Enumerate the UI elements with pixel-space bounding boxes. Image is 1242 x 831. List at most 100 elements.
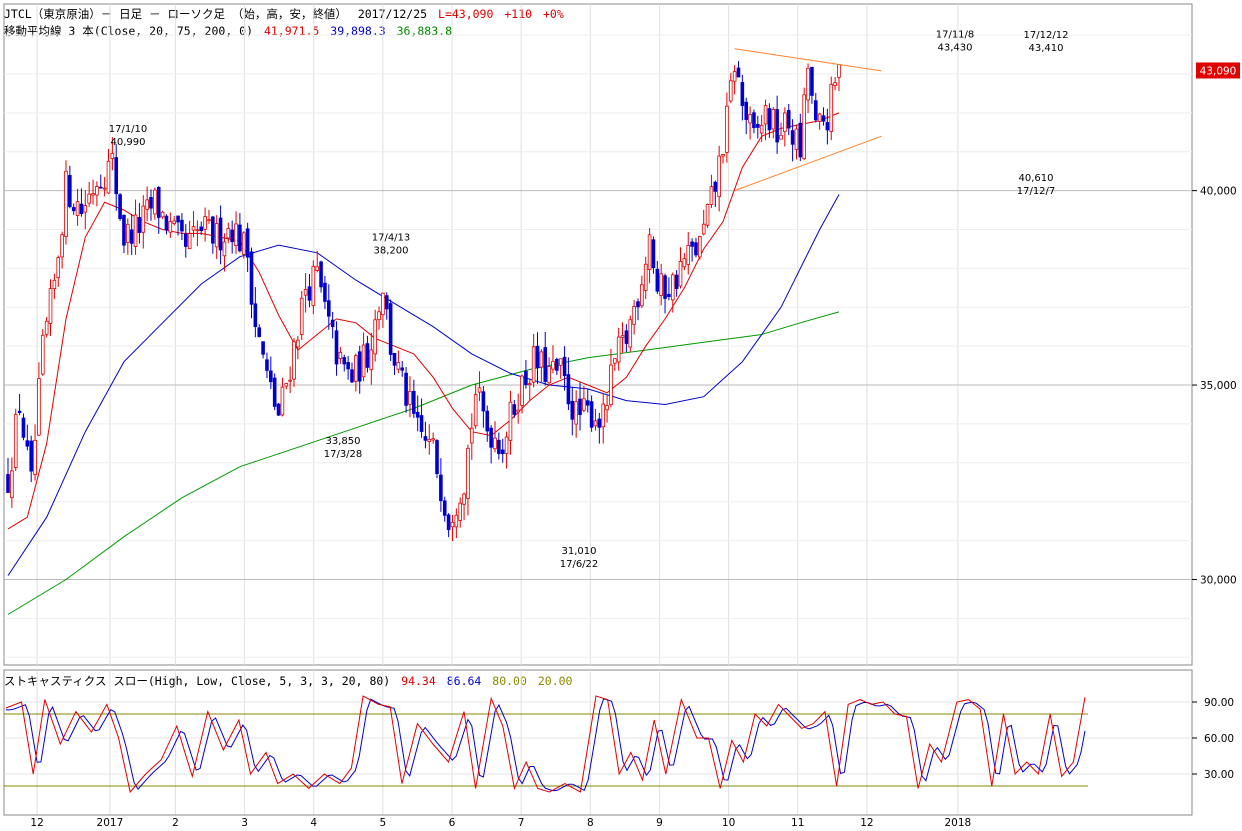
- candle-body: [288, 379, 292, 382]
- candle-body: [767, 108, 772, 131]
- candle-body: [303, 288, 308, 296]
- candle-body: [643, 263, 648, 291]
- candle-body: [589, 401, 594, 428]
- candle-body: [442, 500, 447, 516]
- candle-body: [829, 83, 834, 132]
- candle-body: [670, 274, 675, 301]
- annotation-label: 43,430: [938, 42, 973, 53]
- candle-body: [736, 67, 741, 78]
- annotation-label: 33,850: [326, 436, 361, 447]
- candle-body: [477, 387, 482, 393]
- annotations: 17/1/10 40,990 33,850 17/3/28 17/4/13 38,200 3…: [109, 29, 1069, 570]
- candle-body: [29, 440, 33, 472]
- axes: 12 2017 2 3 4 5 6 7 8 9 10 11 12 2018 30,000 35,000 40,0…: [4, 62, 1240, 829]
- x-tick-label: 5: [380, 817, 387, 829]
- header-percent: +0%: [542, 7, 564, 21]
- annotation-label: 17/1/10: [109, 124, 148, 135]
- candle-body: [435, 440, 439, 475]
- candle-body: [636, 301, 640, 308]
- annotation-label: 17/6/22: [560, 559, 599, 570]
- candle-body: [33, 439, 37, 476]
- stoch-tick-label: 30.00: [1204, 769, 1234, 781]
- candle-body: [709, 186, 714, 205]
- last-price-badge-label: 43,090: [1200, 65, 1237, 77]
- candle-body: [527, 383, 532, 386]
- candle-body: [694, 242, 698, 256]
- annotation-label: 43,410: [1029, 43, 1064, 54]
- candle-body: [524, 370, 528, 386]
- ma200-line: [7, 311, 840, 615]
- candle-body: [756, 124, 760, 128]
- candle-body: [489, 427, 493, 448]
- candle-body: [775, 109, 779, 143]
- candle-body: [752, 112, 756, 129]
- candle-body: [439, 474, 443, 502]
- candle-body: [373, 319, 377, 355]
- candle-body: [164, 215, 169, 231]
- candle-body: [338, 351, 343, 359]
- candle-body: [357, 351, 362, 382]
- candle-body: [241, 232, 246, 255]
- candle-body: [640, 284, 644, 307]
- candle-body: [404, 372, 408, 406]
- candle-body: [597, 418, 602, 428]
- annotation-label: 40,610: [1019, 173, 1054, 184]
- candle-body: [535, 345, 540, 369]
- candle-body: [87, 193, 91, 204]
- candle-body: [423, 436, 428, 441]
- candle-body: [296, 339, 300, 348]
- candle-body: [415, 411, 420, 418]
- candle-body: [624, 330, 629, 344]
- candle-body: [334, 330, 339, 365]
- candle-body: [269, 370, 273, 383]
- candle-body: [578, 398, 582, 415]
- candle-body: [226, 228, 231, 239]
- candle-body: [71, 207, 76, 212]
- candle-body: [361, 344, 366, 378]
- annotation-label: 17/12/7: [1017, 186, 1056, 197]
- candle-body: [458, 502, 463, 521]
- candle-body: [129, 229, 134, 244]
- candle-body: [91, 193, 95, 196]
- x-tick-label: 7: [518, 817, 525, 829]
- candle-body: [83, 205, 88, 213]
- annotation-label: 17/11/8: [936, 29, 975, 40]
- candle-body: [810, 66, 814, 96]
- stoch-k-value: 94.34: [401, 674, 436, 688]
- candle-body: [199, 226, 204, 231]
- candle-body: [384, 295, 389, 310]
- candle-body: [122, 214, 126, 246]
- candle-body: [187, 233, 192, 250]
- candle-body: [717, 155, 721, 198]
- candle-body: [520, 375, 524, 406]
- ma-header: 移動平均線 3 本(Close, 20, 75, 200, 0) 41,971.…: [4, 24, 456, 38]
- candle-body: [605, 405, 609, 411]
- x-tick-label: 12: [30, 817, 43, 829]
- candle-body: [412, 390, 416, 414]
- candle-body: [257, 327, 262, 338]
- candle-body: [558, 358, 563, 366]
- candle-body: [759, 124, 764, 134]
- candle-body: [195, 229, 200, 232]
- candle-body: [52, 279, 57, 290]
- candle-body: [60, 234, 64, 258]
- candle-body: [21, 417, 26, 438]
- x-tick-label: 2017: [97, 817, 124, 829]
- candle-body: [222, 241, 227, 257]
- stochastic-panel: 90.00 60.00 30.00: [4, 695, 1234, 794]
- candle-body: [786, 110, 791, 129]
- stoch-k-line: [5, 695, 1086, 794]
- candle-body: [566, 374, 571, 405]
- candle-body: [543, 347, 548, 382]
- candle-body: [732, 71, 737, 82]
- candle-body: [481, 391, 486, 412]
- candle-body: [79, 203, 84, 215]
- trendline: [734, 135, 882, 192]
- candle-body: [118, 194, 122, 220]
- candle-body: [508, 401, 513, 441]
- candle-body: [354, 355, 358, 382]
- candle-body: [40, 334, 45, 375]
- candle-body: [180, 219, 184, 232]
- y-tick-label: 35,000: [1200, 380, 1237, 392]
- candle-body: [616, 336, 621, 363]
